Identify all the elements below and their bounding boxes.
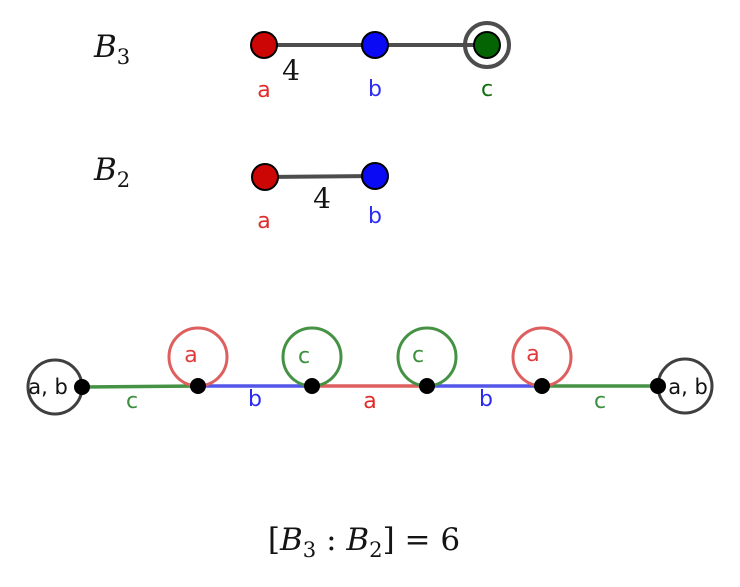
coset-vertex xyxy=(650,378,666,394)
coset-vertex xyxy=(534,378,550,394)
coset-edge-label: a xyxy=(363,389,376,414)
coset-edge-label: b xyxy=(248,387,262,412)
coset-vertex xyxy=(419,378,435,394)
coset-edge-label: c xyxy=(594,389,606,414)
diagram-title-B2: B2 xyxy=(93,152,130,192)
coset-loop xyxy=(281,326,343,388)
coset-loop-label: c xyxy=(298,344,310,369)
coset-end-loop-label: a, b xyxy=(668,375,708,399)
coset-loop xyxy=(511,326,573,388)
coset-edge-label: c xyxy=(126,389,138,414)
coxeter-node-label: a xyxy=(257,209,270,234)
coset-loop-label: c xyxy=(412,343,424,368)
marked-node-ring xyxy=(463,21,511,69)
coset-loop xyxy=(167,326,229,388)
coset-vertex xyxy=(190,378,206,394)
coxeter-node-a xyxy=(251,163,279,191)
coxeter-node-label: a xyxy=(257,78,270,103)
coxeter-node-b xyxy=(361,162,389,190)
coxeter-node-b xyxy=(361,31,389,59)
index-formula: [B3 : B2] = 6 xyxy=(268,522,460,562)
coset-vertex xyxy=(74,379,90,395)
coset-edge xyxy=(81,384,199,389)
diagram-title-B3: B3 xyxy=(93,29,130,69)
coset-loop xyxy=(396,326,458,388)
coxeter-node-a xyxy=(250,31,278,59)
coset-graph xyxy=(26,326,714,416)
coxeter-diagram-B3 xyxy=(250,21,511,69)
coxeter-node-label: c xyxy=(481,77,493,102)
coset-loop-label: a xyxy=(184,343,197,368)
coxeter-node-label: b xyxy=(368,77,382,102)
coxeter-diagram-B2 xyxy=(251,162,389,191)
coxeter-edge-order-label: 4 xyxy=(313,182,331,215)
coset-loop-label: a xyxy=(526,342,539,367)
coxeter-edge-order-label: 4 xyxy=(282,54,300,87)
coxeter-edge xyxy=(264,174,376,179)
coset-vertex xyxy=(304,378,320,394)
coset-end-loop-label: a, b xyxy=(28,375,68,399)
coxeter-node-label: b xyxy=(368,204,382,229)
coset-edge-label: b xyxy=(479,387,493,412)
coxeter-node-c xyxy=(473,31,501,59)
